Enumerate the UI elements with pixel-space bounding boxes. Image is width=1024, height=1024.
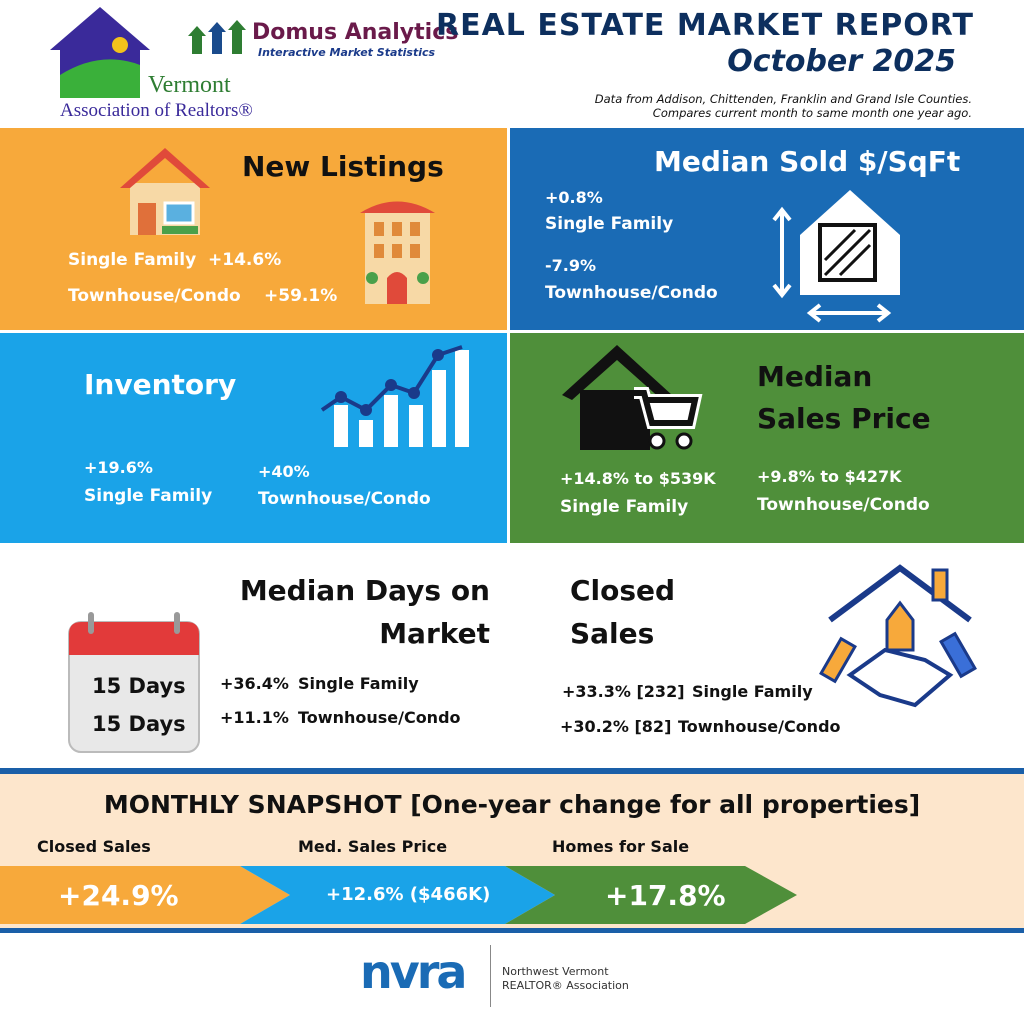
row-label: Single Family [692,682,813,701]
snapshot-label: Homes for Sale [552,837,690,856]
panel-title: Inventory [84,368,237,401]
divider [0,928,1024,933]
row-label: Single Family [68,250,197,270]
row-label: Townhouse/Condo [545,283,718,303]
snapshot-value: +12.6% ($466K) [326,884,491,905]
row-change: +11.1% [220,708,289,727]
domus-icon [188,20,246,54]
panel-title: Sales Price [757,402,931,435]
row-label: Single Family [84,486,213,506]
footer-separator [490,945,491,1007]
building-icon [360,201,435,304]
panel-title: New Listings [242,150,444,183]
row-label: Single Family [560,497,689,517]
report-subtitle: October 2025 [727,44,956,79]
cart-house-icon [562,345,703,450]
logo-vermont: Vermont [148,72,231,98]
row-label: Townhouse/Condo [757,495,930,515]
footer-org: Northwest Vermont [502,965,609,978]
handshake-icon [819,564,977,708]
note-line: Compares current month to same month one… [652,106,972,120]
calendar-text: 15 Days [92,674,186,698]
snapshot-value: +24.9% [58,879,179,912]
calendar-icon [68,612,200,753]
calendar-text: 15 Days [92,712,186,736]
row-change: +59.1% [264,286,338,306]
vermont-logo-icon [50,7,150,98]
row-change: +30.2% [82] [560,717,672,736]
report-title: REAL ESTATE MARKET REPORT [435,8,974,43]
logo-association: Association of Realtors® [60,100,253,121]
panel-title: Median Sold $/SqFt [654,145,961,178]
section-title: Market [379,617,490,650]
house-icon [120,148,210,235]
inventory-icon [320,345,469,447]
row-change: +40% [258,462,310,481]
section-title: Median Days on [239,574,490,607]
domus-tagline: Interactive Market Statistics [258,46,436,59]
snapshot-value: +17.8% [605,879,726,912]
row-label: Townhouse/Condo [68,286,241,306]
row-label: Townhouse/Condo [298,708,461,727]
note-line: Data from Addison, Chittenden, Franklin … [594,92,972,106]
domus-name: Domus Analytics [252,20,459,45]
snapshot-arrows [0,866,797,924]
snapshot-label: Med. Sales Price [298,837,448,856]
footer-logo: nvra [360,945,467,999]
divider [0,768,1024,774]
row-change: +19.6% [84,458,153,477]
row-change: +0.8% [545,188,603,207]
section-title: Closed [570,574,676,607]
footer-org: REALTOR® Association [502,979,629,992]
row-change: +36.4% [220,674,289,693]
section-title: Sales [570,617,655,650]
row-change: +14.8% to $539K [560,469,716,488]
sqft-icon [772,190,900,323]
sqft-panel [510,128,1024,330]
row-label: Townhouse/Condo [678,717,841,736]
row-change: +33.3% [232] [562,682,685,701]
snapshot-title: MONTHLY SNAPSHOT [One-year change for al… [103,790,921,819]
row-label: Single Family [298,674,419,693]
row-label: Single Family [545,214,674,234]
row-change: +14.6% [208,250,282,270]
panel-title: Median [757,360,873,393]
snapshot-label: Closed Sales [37,837,151,856]
row-change: -7.9% [545,256,597,275]
row-label: Townhouse/Condo [258,489,431,509]
row-change: +9.8% to $427K [757,467,902,486]
